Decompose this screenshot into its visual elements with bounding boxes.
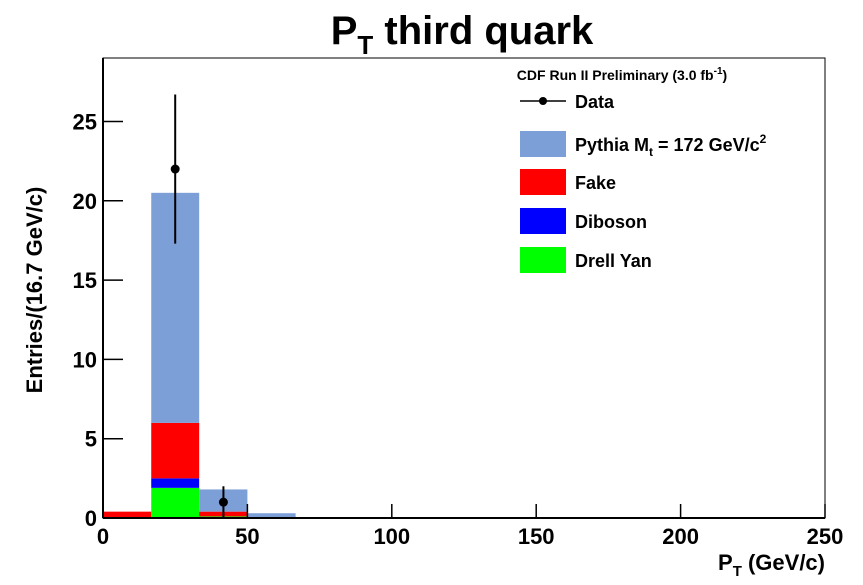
legend-title: CDF Run II Preliminary (3.0 fb-1): [517, 66, 727, 83]
chart-title: PT third quark: [331, 9, 594, 60]
legend-label: Fake: [575, 173, 616, 193]
data-point: [218, 497, 228, 507]
x-tick-label: 250: [807, 524, 844, 549]
legend-swatch: [520, 169, 566, 195]
legend-name-rest: = 172 GeV/c: [653, 135, 760, 155]
x-label-sub: T: [733, 563, 742, 580]
y-axis-label: Entries/(16.7 GeV/c): [22, 187, 47, 394]
legend-title-sup: -1: [714, 66, 723, 77]
legend-label: Diboson: [575, 212, 647, 232]
legend-name-sub: t: [649, 145, 653, 159]
y-tick-label: 5: [85, 427, 97, 452]
x-axis-label: PT (GeV/c): [718, 550, 825, 580]
legend-name: Fake: [575, 173, 616, 193]
legend-label: Drell Yan: [575, 251, 652, 271]
legend-label: Data: [575, 92, 615, 112]
y-tick-label: 0: [85, 506, 97, 531]
x-tick-label: 200: [662, 524, 699, 549]
plot-frame: [102, 57, 826, 519]
legend-swatch: [520, 131, 566, 157]
legend-swatch: [520, 247, 566, 273]
x-tick-label: 150: [518, 524, 555, 549]
legend-data-dot: [539, 97, 547, 105]
x-label-main: P: [718, 550, 733, 575]
legend-name: Pythia M: [575, 135, 649, 155]
y-tick-label: 10: [73, 347, 97, 372]
legend-title-rest: ): [723, 67, 728, 83]
title-sub: T: [357, 30, 373, 60]
x-tick-label: 100: [373, 524, 410, 549]
y-tick-label: 25: [73, 109, 97, 134]
histogram-bar: [151, 487, 200, 518]
x-tick-label: 50: [235, 524, 259, 549]
legend-name: Drell Yan: [575, 251, 652, 271]
legend-title-main: CDF Run II Preliminary (3.0 fb: [517, 67, 714, 83]
y-tick-label: 15: [73, 268, 97, 293]
legend-name: Diboson: [575, 212, 647, 232]
title-main: P: [331, 9, 358, 53]
histogram-bar: [151, 478, 200, 488]
legend-label: Pythia Mt = 172 GeV/c2: [575, 132, 767, 159]
legend-name-sup: 2: [760, 132, 767, 146]
title-rest: third quark: [373, 9, 594, 53]
histogram-bar: [247, 513, 296, 518]
legend-swatch: [520, 208, 566, 234]
x-label-rest: (GeV/c): [742, 550, 825, 575]
data-point: [170, 164, 180, 174]
x-tick-label: 0: [97, 524, 109, 549]
histogram-bar: [103, 511, 152, 518]
y-tick-label: 20: [73, 189, 97, 214]
histogram-bar: [151, 422, 200, 479]
